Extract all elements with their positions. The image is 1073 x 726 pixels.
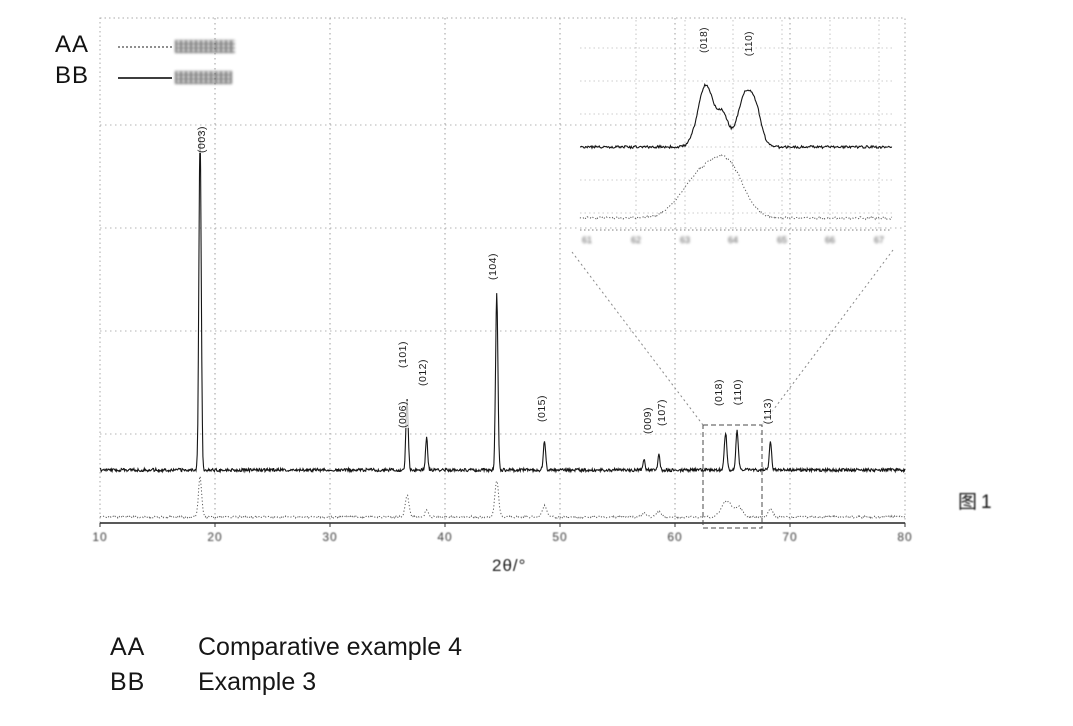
legend-label-smudge-bb	[175, 71, 232, 84]
caption-value-aa: Comparative example 4	[198, 633, 463, 661]
x-tick-label: 50	[552, 530, 568, 544]
zoom-region-box	[702, 424, 763, 529]
inset-x-tick-label: 65	[776, 235, 788, 245]
figure-number-label: 图1	[958, 487, 992, 514]
inset-x-tick-label: 66	[824, 235, 836, 245]
plot-frame	[99, 17, 906, 524]
x-tick-label: 30	[322, 530, 338, 544]
caption-value-bb: Example 3	[198, 668, 317, 696]
inset-x-tick-label: 61	[581, 235, 593, 245]
trace-AA	[99, 476, 906, 520]
trace-BB	[579, 82, 893, 150]
zoom-connector-line	[571, 251, 704, 426]
peak-label: (110)	[732, 379, 744, 406]
legend-key-aa: AA	[55, 31, 90, 58]
figure-cjk-glyph: 图	[958, 492, 982, 513]
inset-x-tick-label: 64	[727, 235, 739, 245]
zoom-connector-line	[761, 249, 894, 426]
caption-key-aa: AA	[110, 633, 146, 661]
x-tick-label: 20	[207, 530, 223, 544]
caption-key-bb: BB	[110, 668, 146, 696]
peak-label: (006)	[397, 401, 409, 429]
x-axis-label: 2θ/°	[492, 556, 527, 575]
peak-label: (104)	[487, 253, 499, 281]
inset-x-tick-label: 62	[630, 235, 642, 245]
peak-label: (012)	[417, 359, 429, 387]
x-tick-label: 40	[437, 530, 453, 544]
inset-x-tick-label: 63	[679, 235, 691, 245]
figure-number: 1	[981, 492, 992, 513]
peak-label: (018)	[713, 379, 725, 407]
peak-label: (015)	[536, 395, 548, 423]
legend-key-bb: BB	[55, 62, 90, 89]
xrd-chart	[99, 17, 906, 529]
peak-label: (009)	[642, 407, 654, 435]
x-tick-label: 60	[667, 530, 683, 544]
trace-BB	[99, 130, 906, 474]
legend-line-sample-bb	[118, 77, 172, 79]
trace-AA	[579, 154, 893, 221]
peak-label: (110)	[744, 31, 755, 57]
peak-label: (107)	[656, 399, 668, 427]
x-tick-label: 70	[782, 530, 798, 544]
peak-label: (003)	[196, 126, 208, 154]
x-tick-label: 10	[92, 530, 108, 544]
peak-label: (113)	[762, 398, 774, 425]
peak-label: (018)	[699, 27, 710, 53]
peak-label: (101)	[397, 341, 409, 369]
legend-label-smudge-aa	[175, 40, 235, 53]
x-tick-label: 80	[897, 530, 913, 544]
inset-x-tick-label: 67	[873, 235, 885, 245]
legend-line-sample-aa	[118, 46, 172, 48]
